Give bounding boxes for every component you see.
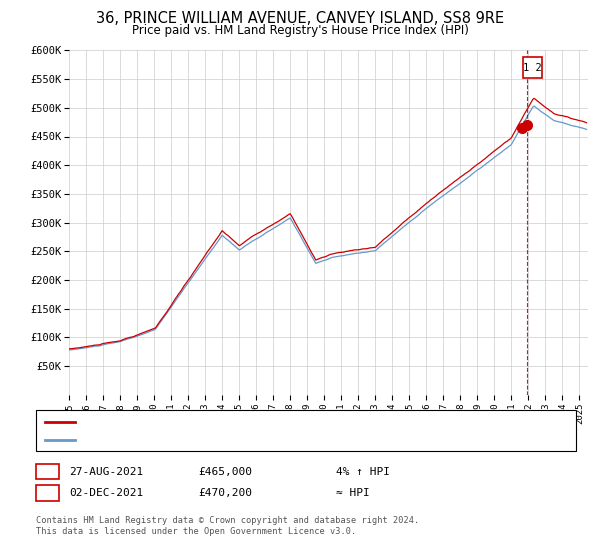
Text: Price paid vs. HM Land Registry's House Price Index (HPI): Price paid vs. HM Land Registry's House … (131, 24, 469, 36)
Text: 1 2: 1 2 (523, 63, 542, 73)
Text: 27-AUG-2021: 27-AUG-2021 (69, 466, 143, 477)
Text: £470,200: £470,200 (198, 488, 252, 498)
Text: £465,000: £465,000 (198, 466, 252, 477)
Text: ≈ HPI: ≈ HPI (336, 488, 370, 498)
Text: 1: 1 (44, 466, 51, 477)
Text: 4% ↑ HPI: 4% ↑ HPI (336, 466, 390, 477)
Text: 02-DEC-2021: 02-DEC-2021 (69, 488, 143, 498)
Text: 36, PRINCE WILLIAM AVENUE, CANVEY ISLAND, SS8 9RE: 36, PRINCE WILLIAM AVENUE, CANVEY ISLAND… (96, 11, 504, 26)
Text: Contains HM Land Registry data © Crown copyright and database right 2024.
This d: Contains HM Land Registry data © Crown c… (36, 516, 419, 536)
Text: HPI: Average price, detached house, Castle Point: HPI: Average price, detached house, Cast… (81, 435, 363, 445)
Bar (523, 57, 542, 78)
Text: 2: 2 (44, 488, 51, 498)
Text: 36, PRINCE WILLIAM AVENUE, CANVEY ISLAND, SS8 9RE (detached house): 36, PRINCE WILLIAM AVENUE, CANVEY ISLAND… (81, 417, 469, 427)
